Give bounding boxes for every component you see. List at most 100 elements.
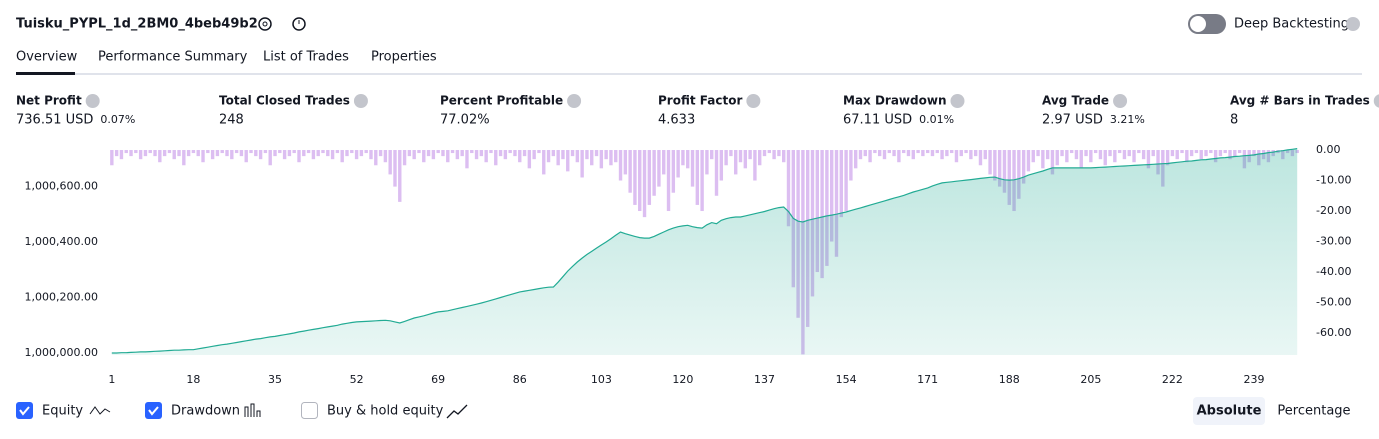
drawdown-bar	[546, 150, 551, 163]
drawdown-bar	[206, 150, 210, 154]
drawdown-bar	[671, 150, 676, 193]
tab-underline	[16, 72, 75, 75]
drawdown-bar	[513, 150, 517, 157]
drawdown-bar	[1021, 150, 1026, 184]
x-tick-label: 154	[836, 373, 857, 386]
drawdown-bar	[868, 150, 872, 163]
help-icon[interactable]	[1346, 17, 1360, 31]
info-icon[interactable]	[85, 94, 100, 108]
drawdown-bar	[570, 150, 575, 157]
drawdown-bar	[834, 150, 839, 257]
drawdown-bar	[580, 150, 584, 178]
drawdown-bar	[215, 150, 220, 157]
drawdown-bar	[1170, 150, 1175, 157]
drawdown-bar	[220, 150, 224, 154]
drawdown-bar	[398, 150, 402, 202]
info-icon[interactable]	[1113, 94, 1128, 108]
buy-hold-checkbox[interactable]	[301, 402, 318, 419]
drawdown-bar	[1185, 150, 1189, 163]
drawdown-bar	[268, 150, 272, 166]
drawdown-bar	[777, 150, 781, 157]
drawdown-bar	[1189, 150, 1194, 157]
drawdown-bar	[292, 150, 296, 154]
drawdown-bar	[825, 150, 829, 266]
x-tick-label: 1	[108, 373, 115, 386]
drawdown-bar	[585, 150, 589, 160]
drawdown-bar	[916, 150, 920, 154]
absolute-button[interactable]	[1193, 397, 1265, 425]
drawdown-bar	[681, 150, 685, 166]
drawdown-bar	[575, 150, 580, 163]
info-icon[interactable]	[567, 94, 582, 108]
drawdown-bar	[1137, 150, 1141, 154]
drawdown-bar	[162, 150, 167, 157]
drawdown-bar	[638, 150, 642, 212]
drawdown-bar	[1031, 150, 1035, 163]
drawdown-bar	[110, 150, 114, 166]
drawdown-bar	[537, 150, 541, 154]
drawdown-bar	[273, 150, 277, 157]
metric-value: 8	[1230, 113, 1238, 128]
settings-icon[interactable]	[258, 17, 272, 31]
drawdown-bar	[278, 150, 282, 154]
drawdown-bar	[1117, 150, 1122, 154]
drawdown-bar	[858, 150, 863, 160]
tab[interactable]: List of Trades	[263, 50, 349, 65]
drawdown-bar	[450, 150, 455, 154]
drawdown-bar	[484, 150, 488, 163]
drawdown-bar	[138, 150, 143, 160]
drawdown-bar	[690, 150, 695, 187]
drawdown-bar	[326, 150, 330, 157]
tab[interactable]: Overview	[16, 50, 78, 65]
drawdown-bar	[1093, 150, 1098, 154]
drawdown-checkbox[interactable]	[145, 402, 162, 419]
drawdown-bar	[494, 150, 498, 166]
tab[interactable]: Properties	[371, 50, 437, 65]
drawdown-bar	[263, 150, 268, 154]
drawdown-bar	[129, 150, 133, 157]
drawdown-bar	[666, 150, 671, 212]
alert-icon[interactable]	[292, 17, 306, 31]
info-icon[interactable]	[1373, 94, 1379, 108]
drawdown-bar	[1122, 150, 1127, 160]
drawdown-bar	[1060, 150, 1064, 157]
drawdown-bar	[287, 150, 292, 157]
drawdown-bar	[297, 150, 301, 163]
drawdown-bar	[412, 150, 416, 160]
info-icon[interactable]	[353, 94, 368, 108]
drawdown-bar	[191, 150, 196, 154]
drawdown-bar	[767, 150, 772, 154]
drawdown-bar	[1213, 150, 1218, 163]
drawdown-bar	[1041, 150, 1045, 169]
x-tick-label: 171	[917, 373, 938, 386]
drawdown-bar	[359, 150, 364, 157]
percentage-button[interactable]: Percentage	[1277, 404, 1350, 419]
drawdown-bar	[556, 150, 560, 166]
metric-label: Profit Factor	[658, 94, 742, 108]
drawdown-bar	[158, 150, 162, 163]
metric-value: 2.97 USD	[1042, 113, 1103, 128]
drawdown-bar	[940, 150, 944, 160]
tab[interactable]: Performance Summary	[98, 50, 248, 65]
drawdown-bar	[729, 150, 733, 157]
drawdown-bar	[897, 150, 901, 163]
metric-label: Max Drawdown	[843, 94, 946, 108]
drawdown-bar	[1199, 150, 1203, 160]
equity-checkbox[interactable]	[16, 402, 33, 419]
metric-value: 77.02%	[440, 113, 490, 128]
drawdown-bar	[230, 150, 234, 160]
drawdown-bar	[542, 150, 546, 175]
drawdown-icon	[244, 403, 261, 417]
info-icon[interactable]	[746, 94, 761, 108]
drawdown-bar	[1007, 150, 1011, 205]
drawdown-bar	[374, 150, 378, 166]
drawdown-bar	[186, 150, 191, 157]
drawdown-bar	[964, 150, 968, 154]
info-icon[interactable]	[950, 94, 965, 108]
drawdown-bar	[662, 150, 666, 175]
drawdown-bar	[594, 150, 599, 157]
drawdown-bar	[623, 150, 628, 175]
check	[148, 406, 159, 416]
strategy-title: Tuisku_PYPL_1d_2BM0_4beb49b2	[16, 17, 258, 32]
